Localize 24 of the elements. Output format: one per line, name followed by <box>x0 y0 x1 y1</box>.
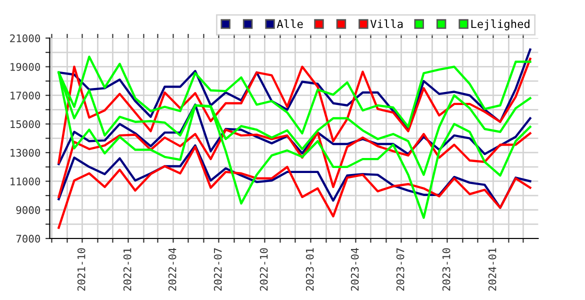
x-tick-label: 2022-01 <box>123 248 132 291</box>
x-tick-label: 2022-04 <box>168 248 176 291</box>
line-series <box>58 146 532 229</box>
y-tick-label: 7000 <box>16 234 40 243</box>
legend-label: Villa <box>370 19 403 28</box>
x-tick-label: 2023-01 <box>306 248 314 291</box>
y-tick-label: 9000 <box>16 206 40 214</box>
x-tick-label: 2022-10 <box>260 248 268 291</box>
legend-label: Alle <box>276 19 303 28</box>
x-tick-label: 2023-10 <box>442 248 450 291</box>
y-tick-label: 19000 <box>10 62 40 71</box>
x-tick-label: 2021-10 <box>77 248 86 291</box>
legend-label: Lejlighed <box>471 19 530 30</box>
x-tick-label: 2024-01 <box>488 248 496 291</box>
y-tick-label: 15000 <box>10 120 40 128</box>
x-tick-label: 2022-07 <box>214 248 222 291</box>
y-tick-label: 21000 <box>10 34 40 42</box>
y-tick-label: 11000 <box>10 177 40 186</box>
line-series <box>58 104 532 166</box>
x-tick-label: 2023-04 <box>350 248 359 291</box>
y-tick-label: 13000 <box>10 148 40 157</box>
y-tick-label: 17000 <box>10 92 40 100</box>
x-tick-label: 2023-07 <box>396 248 404 291</box>
line-series <box>58 128 532 198</box>
